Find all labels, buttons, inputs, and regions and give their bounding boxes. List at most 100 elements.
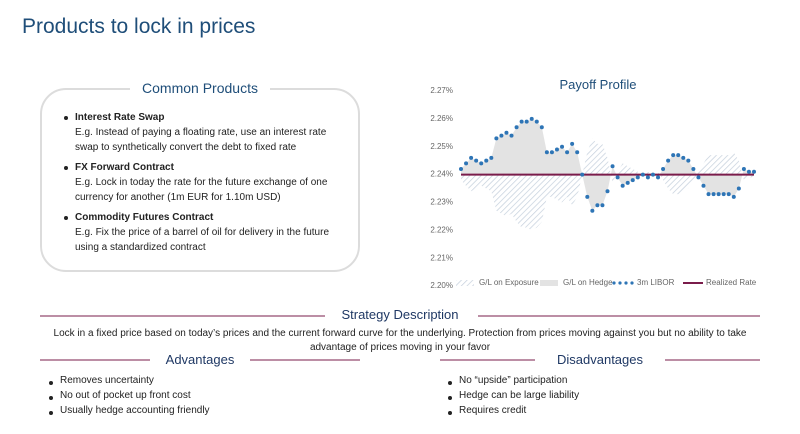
product-item: Commodity Futures Contract E.g. Fix the p… — [64, 210, 343, 255]
libor-point — [706, 192, 711, 197]
libor-point — [484, 158, 489, 163]
libor-point — [544, 150, 549, 155]
legend-swatch — [540, 280, 558, 286]
libor-point — [474, 158, 479, 163]
legend-swatch — [618, 281, 622, 285]
libor-point — [630, 178, 635, 183]
product-description: E.g. Fix the price of a barrel of oil fo… — [75, 227, 330, 253]
libor-point — [590, 208, 595, 213]
libor-point — [534, 119, 539, 124]
legend-item: G/L on Exposure — [456, 278, 539, 287]
libor-point — [489, 155, 494, 160]
product-item: FX Forward Contract E.g. Lock in today th… — [64, 160, 343, 205]
libor-point — [721, 192, 726, 197]
section-rules — [40, 315, 760, 361]
bullet-item: Requires credit — [447, 405, 527, 416]
y-tick-label: 2.20% — [430, 281, 453, 290]
libor-point — [746, 169, 751, 174]
libor-point — [600, 203, 605, 208]
libor-point — [464, 161, 469, 166]
libor-point — [681, 155, 686, 160]
y-tick-label: 2.27% — [430, 86, 453, 95]
libor-point — [650, 172, 655, 177]
libor-point — [529, 116, 534, 121]
libor-point — [625, 180, 630, 185]
libor-point — [620, 183, 625, 188]
libor-point — [736, 186, 741, 191]
libor-point — [595, 203, 600, 208]
libor-point — [459, 167, 463, 171]
libor-point — [585, 194, 590, 199]
y-tick-label: 2.21% — [430, 253, 453, 262]
y-tick-label: 2.26% — [430, 114, 453, 123]
legend-label: G/L on Hedge — [563, 278, 613, 287]
libor-point — [494, 136, 499, 141]
slide-title: Products to lock in prices — [22, 15, 256, 38]
libor-point — [752, 169, 756, 174]
libor-point — [499, 133, 504, 138]
product-item: Interest Rate Swap E.g. Instead of paying… — [64, 110, 343, 155]
exposure-area — [461, 138, 754, 231]
libor-point — [570, 141, 575, 146]
libor-point — [539, 125, 544, 130]
legend-label: Realized Rate — [706, 278, 757, 287]
libor-point — [565, 150, 570, 155]
hedge-area — [461, 118, 754, 211]
libor-point — [580, 172, 585, 177]
product-description: E.g. Lock in today the rate for the futu… — [75, 177, 328, 203]
libor-point — [640, 172, 645, 177]
section-title: Strategy Description — [341, 307, 459, 322]
libor-point — [656, 175, 661, 180]
bullet-item: Usually hedge accounting friendly — [49, 405, 210, 416]
libor-point — [469, 155, 474, 160]
libor-point — [560, 144, 565, 149]
libor-point — [575, 150, 580, 155]
libor-point — [509, 133, 514, 138]
description: Lock in a fixed price based on today’s p… — [53, 328, 747, 353]
product-name: FX Forward Contract — [75, 162, 174, 173]
libor-point — [691, 167, 696, 171]
product-description: E.g. Instead of paying a floating rate, … — [75, 127, 327, 153]
chart-title: Payoff Profile — [559, 77, 637, 92]
section-title: Advantages — [165, 352, 235, 367]
libor-point — [635, 175, 640, 180]
libor-point — [605, 189, 610, 194]
legend-swatch — [630, 281, 634, 285]
libor-point — [686, 158, 691, 163]
bullet-item: Removes uncertainty — [49, 375, 154, 386]
libor-point — [514, 125, 519, 130]
libor-point — [716, 192, 721, 197]
legend-label: G/L on Exposure — [479, 278, 539, 287]
y-tick-label: 2.25% — [430, 142, 453, 151]
libor-point — [610, 164, 615, 169]
box-title: Common Products — [130, 80, 270, 96]
libor-point — [726, 192, 731, 197]
y-tick-label: 2.24% — [430, 170, 453, 179]
product-name: Commodity Futures Contract — [75, 212, 214, 223]
libor-point — [661, 167, 666, 171]
libor-point — [731, 194, 736, 199]
libor-point — [671, 153, 676, 158]
y-tick-label: 2.22% — [430, 225, 453, 234]
bullet-item: No out of pocket up front cost — [49, 390, 191, 401]
legend-label: 3m LIBOR — [637, 278, 675, 287]
section-title: Disadvantages — [557, 352, 643, 367]
libor-point — [479, 161, 484, 166]
bullet-item: Hedge can be large liability — [447, 390, 580, 401]
libor-point — [696, 175, 701, 180]
libor-point — [676, 153, 681, 158]
libor-point — [701, 183, 706, 188]
legend-swatch — [456, 280, 474, 286]
legend-swatch — [624, 281, 628, 285]
libor-point — [524, 119, 529, 124]
libor-point — [504, 130, 509, 135]
libor-point — [554, 147, 559, 152]
legend-item: 3m LIBOR — [612, 278, 675, 287]
libor-point — [666, 158, 671, 163]
product-name: Interest Rate Swap — [75, 112, 165, 123]
legend-item: G/L on Hedge — [540, 278, 613, 287]
libor-point — [549, 150, 554, 155]
y-tick-label: 2.23% — [430, 198, 453, 207]
libor-point — [741, 167, 746, 171]
